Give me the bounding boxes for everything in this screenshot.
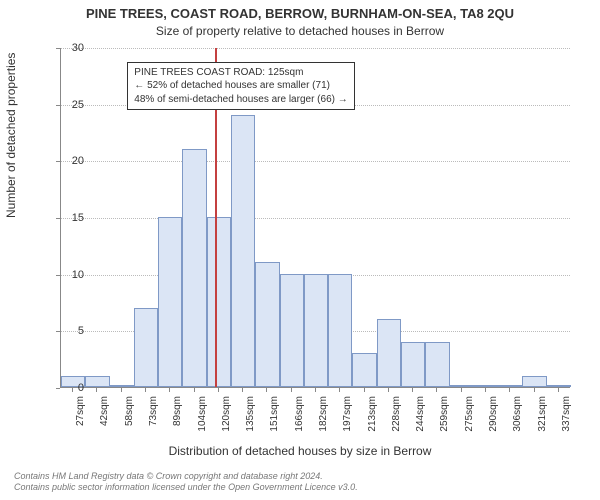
x-tick-label: 259sqm bbox=[439, 396, 450, 446]
x-tick-label: 135sqm bbox=[245, 396, 256, 446]
grid-line bbox=[61, 218, 570, 219]
x-tick-mark bbox=[72, 388, 73, 392]
x-tick-label: 244sqm bbox=[415, 396, 426, 446]
annotation-line1: PINE TREES COAST ROAD: 125sqm bbox=[134, 66, 347, 80]
histogram-bar bbox=[425, 342, 449, 387]
x-tick-mark bbox=[388, 388, 389, 392]
x-tick-label: 27sqm bbox=[75, 396, 86, 446]
histogram-bar bbox=[110, 385, 134, 387]
histogram-bar bbox=[377, 319, 401, 387]
x-tick-mark bbox=[96, 388, 97, 392]
x-tick-label: 182sqm bbox=[318, 396, 329, 446]
y-tick-mark bbox=[56, 388, 60, 389]
x-tick-label: 321sqm bbox=[537, 396, 548, 446]
x-tick-label: 120sqm bbox=[221, 396, 232, 446]
x-tick-mark bbox=[558, 388, 559, 392]
y-tick-mark bbox=[56, 105, 60, 106]
histogram-bar bbox=[498, 385, 522, 387]
y-tick-label: 25 bbox=[60, 99, 84, 111]
annotation-box: PINE TREES COAST ROAD: 125sqm← 52% of de… bbox=[127, 62, 354, 111]
y-tick-mark bbox=[56, 218, 60, 219]
y-axis-label-text: Number of detached properties bbox=[4, 53, 18, 218]
y-tick-mark bbox=[56, 161, 60, 162]
x-tick-mark bbox=[339, 388, 340, 392]
y-axis-label: Number of detached properties bbox=[4, 53, 18, 218]
annotation-line3: 48% of semi-detached houses are larger (… bbox=[134, 93, 347, 107]
x-tick-label: 73sqm bbox=[148, 396, 159, 446]
footer-line2: Contains public sector information licen… bbox=[14, 482, 358, 494]
x-tick-mark bbox=[242, 388, 243, 392]
annotation-line2: ← 52% of detached houses are smaller (71… bbox=[134, 79, 347, 93]
histogram-bar bbox=[158, 217, 182, 387]
histogram-bar bbox=[304, 274, 328, 387]
histogram-bar bbox=[280, 274, 304, 387]
property-size-chart: PINE TREES, COAST ROAD, BERROW, BURNHAM-… bbox=[0, 0, 600, 500]
y-tick-mark bbox=[56, 275, 60, 276]
x-axis-label: Distribution of detached houses by size … bbox=[0, 444, 600, 458]
x-tick-label: 89sqm bbox=[172, 396, 183, 446]
plot-area: PINE TREES COAST ROAD: 125sqm← 52% of de… bbox=[60, 48, 570, 388]
x-tick-mark bbox=[315, 388, 316, 392]
footer-line1: Contains HM Land Registry data © Crown c… bbox=[14, 471, 358, 483]
histogram-bar bbox=[182, 149, 206, 387]
histogram-bar bbox=[207, 217, 231, 387]
x-tick-label: 306sqm bbox=[512, 396, 523, 446]
x-tick-mark bbox=[266, 388, 267, 392]
y-tick-label: 15 bbox=[60, 212, 84, 224]
x-tick-mark bbox=[169, 388, 170, 392]
histogram-bar bbox=[352, 353, 376, 387]
x-tick-label: 42sqm bbox=[99, 396, 110, 446]
x-tick-mark bbox=[364, 388, 365, 392]
grid-line bbox=[61, 48, 570, 49]
x-tick-mark bbox=[121, 388, 122, 392]
y-tick-label: 30 bbox=[60, 42, 84, 54]
x-tick-label: 337sqm bbox=[561, 396, 572, 446]
y-tick-mark bbox=[56, 48, 60, 49]
x-tick-label: 166sqm bbox=[294, 396, 305, 446]
x-tick-label: 213sqm bbox=[367, 396, 378, 446]
histogram-bar bbox=[401, 342, 425, 387]
histogram-bar bbox=[255, 262, 279, 387]
x-tick-mark bbox=[485, 388, 486, 392]
x-tick-mark bbox=[461, 388, 462, 392]
histogram-bar bbox=[328, 274, 352, 387]
x-tick-label: 58sqm bbox=[124, 396, 135, 446]
histogram-bar bbox=[547, 385, 571, 387]
histogram-bar bbox=[134, 308, 158, 387]
histogram-bar bbox=[85, 376, 109, 387]
x-tick-label: 228sqm bbox=[391, 396, 402, 446]
histogram-bar bbox=[231, 115, 255, 387]
x-tick-label: 197sqm bbox=[342, 396, 353, 446]
x-tick-label: 104sqm bbox=[197, 396, 208, 446]
x-tick-mark bbox=[194, 388, 195, 392]
x-tick-label: 151sqm bbox=[269, 396, 280, 446]
histogram-bar bbox=[474, 385, 498, 387]
y-tick-mark bbox=[56, 331, 60, 332]
x-tick-mark bbox=[412, 388, 413, 392]
x-tick-mark bbox=[291, 388, 292, 392]
grid-line bbox=[61, 161, 570, 162]
x-tick-mark bbox=[436, 388, 437, 392]
x-tick-mark bbox=[509, 388, 510, 392]
x-tick-mark bbox=[218, 388, 219, 392]
footer-attribution: Contains HM Land Registry data © Crown c… bbox=[14, 471, 358, 494]
x-tick-mark bbox=[145, 388, 146, 392]
y-tick-label: 20 bbox=[60, 155, 84, 167]
chart-title-line2: Size of property relative to detached ho… bbox=[0, 24, 600, 38]
y-tick-label: 5 bbox=[60, 325, 84, 337]
x-tick-label: 275sqm bbox=[464, 396, 475, 446]
x-tick-label: 290sqm bbox=[488, 396, 499, 446]
y-tick-label: 10 bbox=[60, 269, 84, 281]
histogram-bar bbox=[450, 385, 474, 387]
chart-title-line1: PINE TREES, COAST ROAD, BERROW, BURNHAM-… bbox=[0, 6, 600, 21]
histogram-bar bbox=[522, 376, 546, 387]
x-tick-mark bbox=[534, 388, 535, 392]
